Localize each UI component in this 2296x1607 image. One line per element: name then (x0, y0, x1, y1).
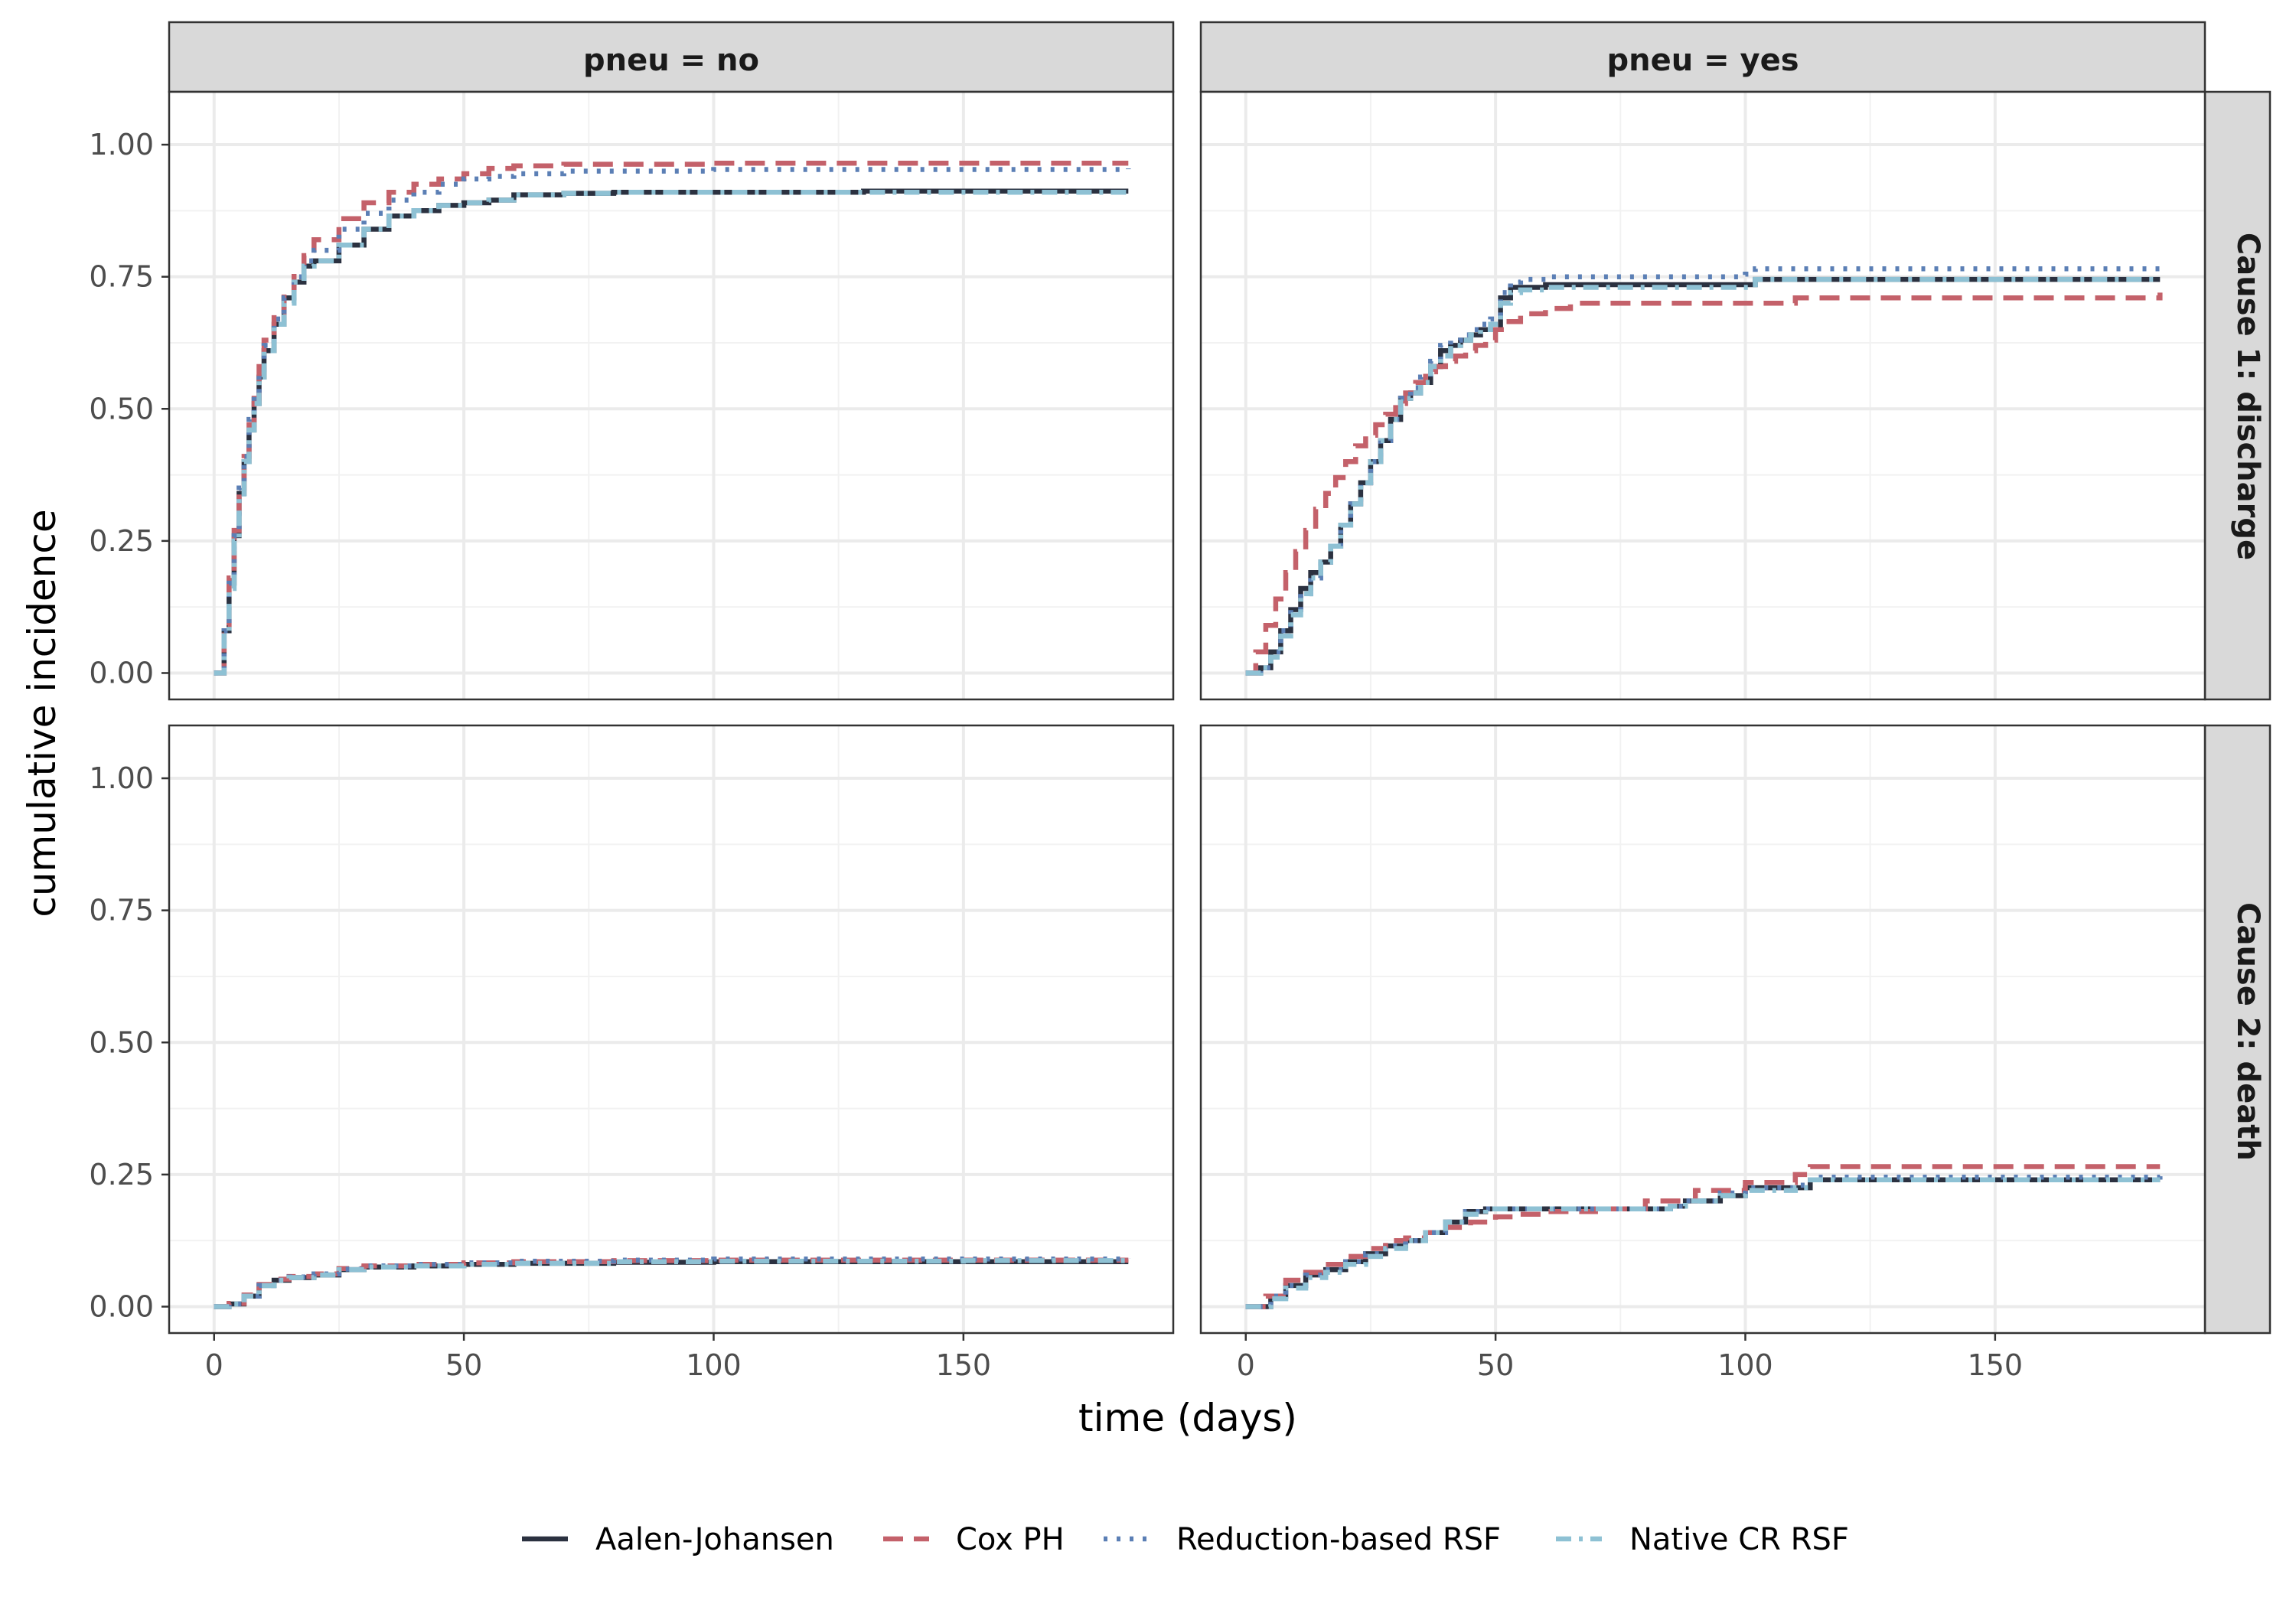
legend-label-cox-ph: Cox PH (956, 1522, 1065, 1557)
series-line-native-cr-rsf (214, 189, 1131, 676)
col-strip-pneu-yes (1199, 21, 2206, 93)
col-strip-label-yes: pneu = yes (1606, 43, 1799, 78)
x-tick-label: 150 (1968, 1348, 2024, 1382)
series-line-reduction-based-rsf (1245, 266, 2163, 676)
panel-background (1201, 92, 2205, 699)
panel-border (168, 724, 1175, 1335)
series-line-cox-ph (1245, 1164, 2161, 1309)
y-tick-label: 0.75 (89, 894, 154, 927)
y-tick-label: 0.75 (89, 260, 154, 294)
panel-pneu-no-cause-2-death: 0.00 0.25 0.50 0.75 1.00 0 50 100 150 (89, 724, 1175, 1382)
x-tick-label: 50 (445, 1348, 482, 1382)
panel-pneu-no-cause-1-discharge: 0.00 0.25 0.50 0.75 1.00 (89, 90, 1175, 701)
x-tick-label: 100 (1717, 1348, 1773, 1382)
series-line-native-cr-rsf (214, 1258, 1131, 1309)
y-axis-title: cumulative incidence (20, 509, 64, 917)
row-strip-label-death: Cause 2: death (2230, 902, 2265, 1161)
series-line-cox-ph (214, 160, 1129, 676)
x-axis-title: time (days) (1078, 1396, 1297, 1440)
series-line-reduction-based-rsf (214, 1257, 1131, 1309)
panel-pneu-yes-cause-2-death: 0 50 100 150 (1199, 724, 2206, 1382)
series-line-reduction-based-rsf (1245, 1174, 2163, 1309)
row-strip-label-discharge: Cause 1: discharge (2230, 233, 2265, 560)
col-strip-pneu-no (168, 21, 1175, 93)
y-tick-label: 0.50 (89, 1025, 154, 1059)
col-strip-label-no: pneu = no (583, 43, 759, 78)
y-tick-label: 0.00 (89, 656, 154, 689)
x-tick-label: 0 (1237, 1348, 1255, 1382)
panel-background (1201, 725, 2205, 1333)
panel-border (1199, 90, 2206, 701)
row-strip-cause-1-discharge (2203, 90, 2272, 701)
panel-border (1199, 724, 2206, 1335)
series-line-native-cr-rsf (1245, 276, 2161, 676)
row-strip-cause-2-death (2203, 724, 2272, 1335)
y-tick-label: 1.00 (89, 128, 154, 161)
y-tick-label: 0.00 (89, 1289, 154, 1323)
x-tick-label: 150 (936, 1348, 992, 1382)
x-tick-label: 50 (1477, 1348, 1514, 1382)
series-line-reduction-based-rsf (214, 167, 1131, 676)
panel-background (169, 725, 1173, 1333)
legend-label-native-rsf: Native CR RSF (1629, 1522, 1849, 1557)
y-tick-label: 0.50 (89, 392, 154, 425)
panel-background (169, 92, 1173, 699)
series-line-native-cr-rsf (1245, 1177, 2161, 1309)
panel-pneu-yes-cause-1-discharge (1199, 90, 2206, 701)
series-line-cox-ph (1245, 292, 2163, 676)
panel-border (168, 90, 1175, 701)
x-tick-label: 100 (686, 1348, 742, 1382)
y-tick-label: 0.25 (89, 1158, 154, 1191)
x-tick-label: 0 (205, 1348, 223, 1382)
legend-label-aalen-johansen: Aalen-Johansen (595, 1522, 834, 1557)
y-tick-label: 0.25 (89, 524, 154, 558)
legend-label-reduction-rsf: Reduction-based RSF (1176, 1522, 1501, 1557)
y-tick-label: 1.00 (89, 761, 154, 795)
